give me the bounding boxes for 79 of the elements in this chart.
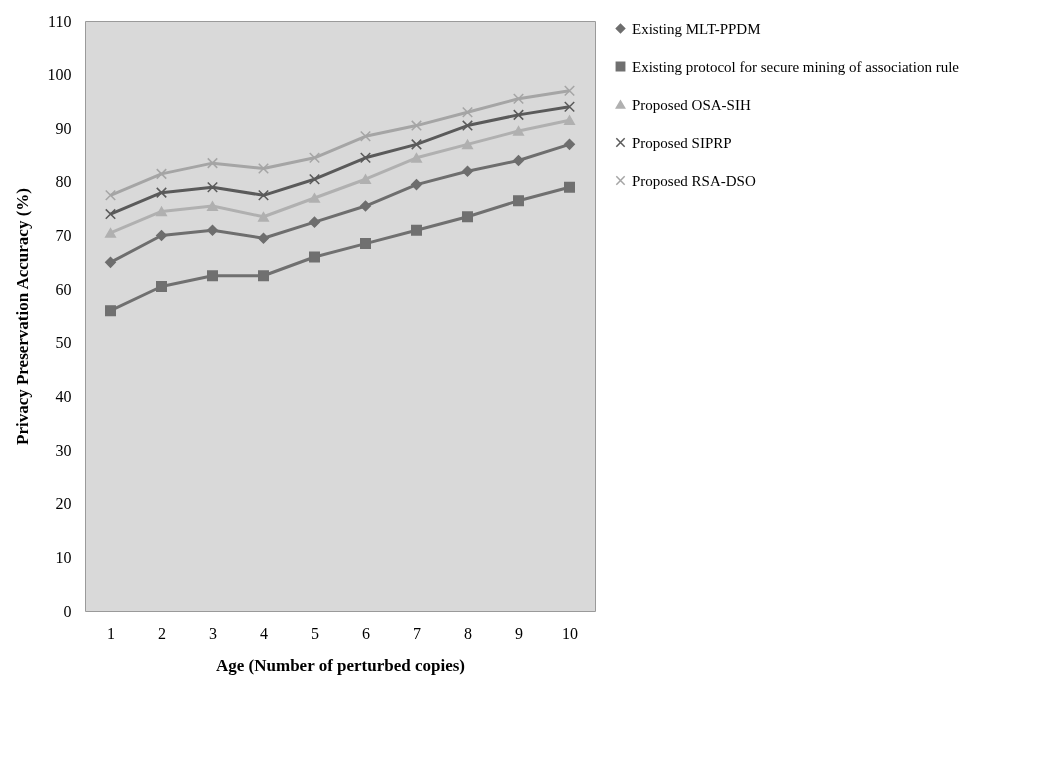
point <box>462 211 473 223</box>
y-tick-label: 0 <box>63 602 72 620</box>
point <box>156 230 167 242</box>
legend-label: Proposed OSA-SIH <box>632 96 751 113</box>
point <box>156 168 167 180</box>
legend-label: Existing MLT-PPDM <box>632 20 761 37</box>
y-tick-label: 100 <box>47 66 72 84</box>
point <box>207 201 218 211</box>
point <box>513 93 524 105</box>
point <box>258 232 269 244</box>
point <box>411 152 422 163</box>
legend-label: Existing protocol for secure mining of association rule <box>632 58 960 75</box>
point <box>105 305 116 317</box>
point <box>309 193 320 203</box>
point <box>411 120 422 132</box>
y-tick-label: 30 <box>55 441 72 459</box>
x-tick-label: 1 <box>107 624 115 642</box>
x-tick-label: 4 <box>260 624 268 642</box>
y-tick-label: 40 <box>55 387 72 405</box>
point <box>105 189 116 201</box>
point <box>411 179 422 191</box>
point <box>309 216 320 228</box>
point <box>513 109 524 121</box>
point <box>411 224 422 236</box>
point <box>462 139 473 150</box>
legend-label: Proposed SIPRP <box>632 134 732 151</box>
point <box>156 187 167 199</box>
point <box>207 181 218 193</box>
point <box>258 270 269 282</box>
y-tick-label: 80 <box>55 173 72 191</box>
point <box>462 120 473 132</box>
point <box>513 154 524 166</box>
point <box>411 138 422 150</box>
point <box>360 238 371 250</box>
point <box>360 152 371 164</box>
point <box>207 270 218 282</box>
x-tick-label: 5 <box>311 624 319 642</box>
legend-label: Proposed RSA-DSO <box>632 172 756 189</box>
point <box>258 189 269 201</box>
point <box>564 101 575 113</box>
point <box>207 224 218 236</box>
point <box>309 173 320 185</box>
point <box>258 211 269 222</box>
point <box>105 256 116 268</box>
y-tick-label: 90 <box>55 119 72 137</box>
x-tick-label: 8 <box>464 624 472 642</box>
point <box>258 163 269 174</box>
point <box>564 181 575 193</box>
point <box>360 130 371 142</box>
y-tick-label: 110 <box>48 12 72 30</box>
y-tick-label: 20 <box>55 495 72 513</box>
point <box>207 157 218 169</box>
x-tick-label: 3 <box>209 624 217 642</box>
y-tick-label: 70 <box>55 227 72 245</box>
x-tick-label: 10 <box>562 624 578 642</box>
x-axis-title: Age (Number of perturbed copies) <box>216 655 465 675</box>
point <box>462 106 473 118</box>
point <box>309 251 320 263</box>
y-tick-label: 50 <box>55 334 72 352</box>
point <box>105 228 116 238</box>
point <box>513 126 524 136</box>
x-tick-label: 9 <box>515 624 523 642</box>
point <box>513 195 524 207</box>
point <box>105 208 116 220</box>
point <box>462 165 473 177</box>
point <box>564 85 575 97</box>
y-axis-title: Privacy Preservation Accuracy (%) <box>12 188 32 445</box>
point <box>360 174 371 185</box>
x-tick-label: 6 <box>362 624 370 642</box>
point <box>156 281 167 292</box>
point <box>564 115 575 126</box>
point <box>156 206 167 217</box>
point <box>309 152 320 164</box>
point <box>564 138 575 150</box>
y-tick-label: 60 <box>55 280 72 298</box>
x-tick-label: 7 <box>413 624 421 642</box>
y-tick-label: 10 <box>55 548 72 566</box>
x-tick-label: 2 <box>158 624 166 642</box>
point <box>360 200 371 212</box>
